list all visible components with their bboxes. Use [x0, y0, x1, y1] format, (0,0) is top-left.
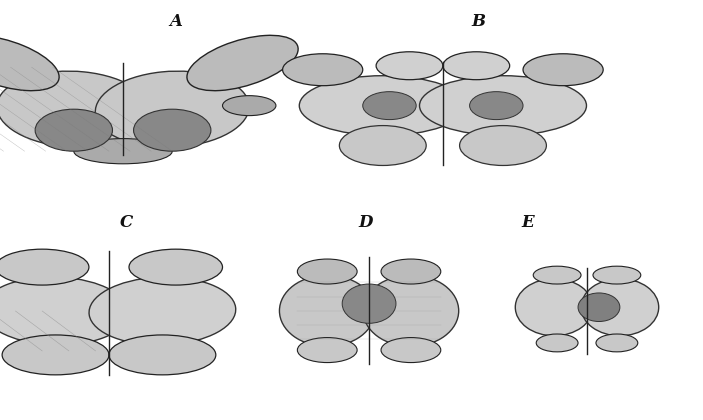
Ellipse shape — [0, 35, 59, 91]
Ellipse shape — [443, 52, 510, 80]
Ellipse shape — [515, 279, 593, 336]
Ellipse shape — [342, 284, 396, 323]
Ellipse shape — [376, 52, 443, 80]
Text: E: E — [521, 214, 534, 231]
Ellipse shape — [0, 277, 129, 345]
Ellipse shape — [2, 335, 109, 375]
Ellipse shape — [460, 126, 546, 165]
Ellipse shape — [89, 277, 236, 345]
Ellipse shape — [283, 54, 363, 86]
Ellipse shape — [578, 293, 620, 322]
Ellipse shape — [381, 259, 441, 284]
Ellipse shape — [187, 35, 298, 91]
Ellipse shape — [96, 71, 249, 147]
Ellipse shape — [363, 92, 416, 120]
Ellipse shape — [420, 76, 586, 136]
Ellipse shape — [363, 275, 458, 346]
Text: C: C — [120, 214, 133, 231]
Text: B: B — [471, 13, 485, 29]
Ellipse shape — [381, 338, 441, 362]
Ellipse shape — [299, 76, 466, 136]
Ellipse shape — [0, 249, 89, 285]
Ellipse shape — [0, 71, 150, 147]
Text: A: A — [169, 13, 182, 29]
Ellipse shape — [74, 139, 172, 164]
Ellipse shape — [340, 126, 426, 165]
Ellipse shape — [581, 279, 659, 336]
Text: D: D — [359, 214, 373, 231]
Ellipse shape — [297, 338, 357, 362]
Ellipse shape — [533, 266, 581, 284]
Ellipse shape — [134, 109, 211, 151]
Ellipse shape — [523, 54, 603, 86]
Ellipse shape — [129, 249, 222, 285]
Ellipse shape — [222, 96, 276, 116]
Ellipse shape — [297, 259, 357, 284]
Ellipse shape — [470, 92, 523, 120]
Ellipse shape — [536, 334, 578, 352]
Ellipse shape — [596, 334, 638, 352]
Ellipse shape — [109, 335, 216, 375]
Ellipse shape — [35, 109, 112, 151]
Ellipse shape — [280, 275, 375, 346]
Ellipse shape — [593, 266, 640, 284]
